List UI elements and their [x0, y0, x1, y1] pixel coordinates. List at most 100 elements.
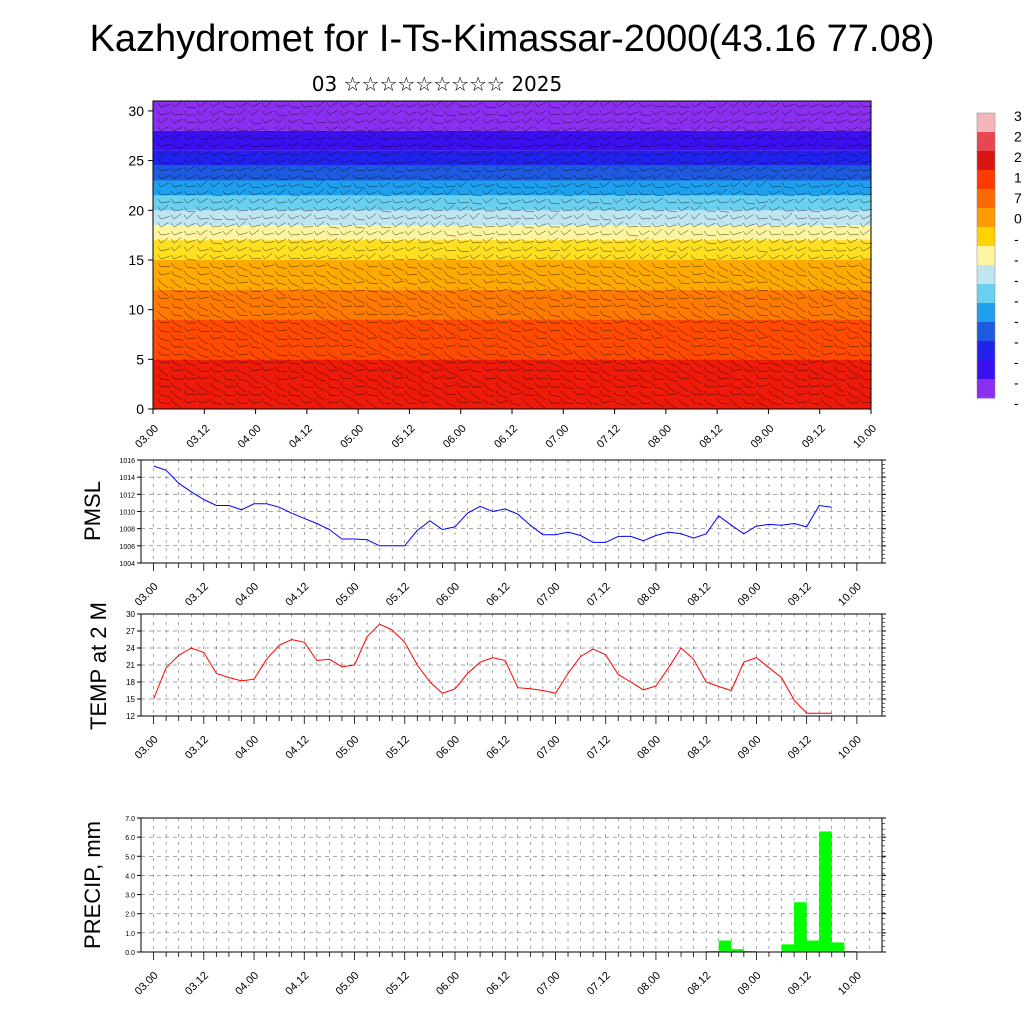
wind-barb-feather [729, 382, 734, 388]
wind-barb [394, 191, 404, 196]
wind-barb [849, 173, 858, 180]
wind-barb-feather [313, 142, 318, 148]
wind-barb-feather [534, 254, 539, 260]
wind-barb [862, 345, 872, 348]
wind-barb-feather [404, 182, 409, 188]
wind-barb [485, 174, 494, 180]
wind-barb-feather [794, 278, 799, 284]
wind-barb [225, 321, 235, 324]
wind-barb [303, 289, 313, 292]
wind-barb-feather [469, 150, 474, 156]
wind-barb-feather [560, 174, 565, 180]
wind-barb [563, 394, 572, 400]
wind-barb-feather [716, 206, 721, 212]
wind-barb-feather [755, 134, 760, 140]
wind-barb-feather [755, 230, 760, 236]
wind-barb [654, 240, 664, 244]
wind-barb [862, 298, 872, 303]
wind-barb [290, 119, 300, 124]
wind-barb [446, 221, 455, 228]
wind-barb-feather [248, 326, 253, 332]
wind-barb [238, 402, 248, 404]
wind-barb [342, 240, 352, 244]
wind-barb [563, 161, 573, 164]
wind-barb-feather [469, 270, 474, 276]
wind-barb-feather [599, 166, 604, 172]
wind-barb-feather [261, 182, 266, 188]
wind-barb [420, 134, 429, 140]
wind-barb [329, 166, 339, 172]
wind-barb-feather [456, 310, 461, 316]
wind-barb [550, 114, 560, 116]
wind-barb [849, 265, 859, 268]
wind-barb [771, 248, 781, 252]
wind-barb [589, 239, 599, 244]
wind-barb-feather [235, 326, 240, 332]
wind-barb-feather [274, 158, 279, 164]
wind-barb [381, 369, 391, 372]
wind-barb [563, 304, 573, 308]
wind-barb [459, 273, 469, 276]
wind-barb [446, 133, 455, 140]
wind-barb [199, 393, 209, 396]
wind-barb-feather [391, 382, 396, 388]
wind-barb-feather [274, 190, 279, 196]
wind-barb-feather [235, 198, 240, 204]
wind-barb-feather [742, 326, 747, 332]
wind-barb [654, 110, 663, 116]
wind-barb-feather [313, 382, 318, 388]
wind-barb [706, 248, 716, 252]
wind-barb-feather [846, 222, 851, 228]
wind-barb [849, 138, 859, 140]
wind-barb [602, 192, 612, 196]
wind-barb-feather [443, 254, 448, 260]
wind-barb [706, 126, 716, 132]
wind-barb-feather [313, 302, 318, 308]
wind-barb [277, 370, 287, 373]
wind-barb-feather [859, 158, 864, 164]
wind-barb-feather [274, 334, 279, 340]
wind-barb-feather [248, 262, 253, 268]
wind-barb [758, 298, 768, 301]
wind-barb [654, 162, 664, 165]
wind-barb-feather [508, 166, 513, 172]
wind-barb-feather [417, 150, 422, 156]
wind-barb [264, 394, 273, 400]
wind-barb-feather [391, 150, 396, 156]
wind-barb-feather [157, 342, 162, 348]
colorbar-swatch [977, 189, 995, 209]
wind-barb-feather [183, 390, 188, 396]
wind-barb [173, 231, 183, 236]
wind-barb [186, 282, 196, 286]
wind-barb [420, 362, 430, 367]
wind-barb [550, 378, 560, 380]
wind-barb [836, 216, 846, 220]
wind-barb [862, 127, 872, 132]
wind-barb [784, 245, 793, 252]
wind-barb-feather [313, 350, 318, 356]
pmsl-ytick-label: 1004 [119, 561, 135, 568]
wind-barb-feather [365, 102, 370, 108]
wind-barb [381, 101, 390, 108]
wind-barb [602, 202, 612, 205]
wind-barb [654, 346, 664, 348]
wind-barb [472, 346, 482, 352]
wind-barb-feather [456, 134, 461, 140]
page-title: Kazhydromet for I-Ts-Kimassar-2000(43.16… [89, 18, 935, 60]
wind-barb-feather [690, 118, 695, 124]
wind-barb-feather [651, 158, 656, 164]
wind-barb-feather [703, 334, 708, 340]
wind-barb [615, 304, 625, 308]
wind-barb-feather [443, 142, 448, 148]
wind-barb-feather [417, 126, 422, 132]
wind-barb [615, 124, 623, 132]
wind-barb-feather [404, 390, 409, 396]
wind-barb [498, 191, 508, 196]
wind-barb-feather [222, 150, 227, 156]
wind-barb-feather [417, 246, 422, 252]
precip-bar [819, 831, 832, 952]
wind-barb [680, 253, 689, 260]
wind-barb-feather [326, 142, 331, 148]
wind-barb-feather [625, 182, 630, 188]
wind-barb [732, 149, 741, 156]
